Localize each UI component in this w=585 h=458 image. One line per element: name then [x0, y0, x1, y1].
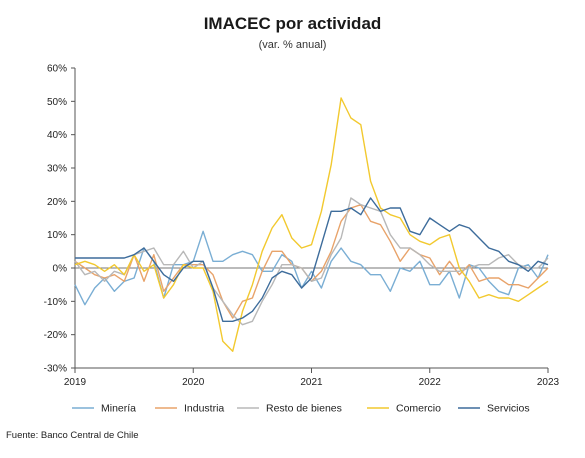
x-tick-label: 2022 — [419, 377, 442, 388]
x-tick-label: 2020 — [182, 377, 205, 388]
legend-label-industria: Industria — [184, 403, 224, 415]
series-line-comercio — [74, 97, 549, 352]
y-tick-label: -20% — [44, 330, 67, 341]
y-tick-label: 60% — [47, 64, 67, 75]
series-line-servicios — [75, 197, 549, 322]
y-tick-label: 20% — [47, 197, 67, 208]
y-tick-label: 10% — [47, 230, 67, 241]
source-note: Fuente: Banco Central de Chile — [6, 430, 139, 441]
legend-label-resto-de-bienes: Resto de bienes — [266, 403, 342, 415]
legend-label-comercio: Comercio — [396, 403, 441, 415]
y-tick-label: 50% — [47, 97, 67, 108]
y-tick-label: 0% — [53, 264, 68, 275]
x-tick-label: 2019 — [64, 377, 87, 388]
y-tick-label: -10% — [44, 297, 67, 308]
legend-label-mineria: Minería — [101, 403, 136, 415]
y-tick-label: 30% — [47, 164, 67, 175]
y-tick-label: -30% — [44, 364, 67, 375]
chart-subtitle: (var. % anual) — [258, 39, 327, 51]
x-tick-label: 2023 — [537, 377, 560, 388]
series-line-industria — [74, 203, 549, 319]
chart-title: IMACEC por actividad — [203, 14, 382, 33]
legend-label-servicios: Servicios — [487, 403, 530, 415]
y-tick-label: 40% — [47, 130, 67, 141]
x-tick-label: 2021 — [300, 377, 323, 388]
series-line-resto-de-bienes — [74, 197, 549, 326]
